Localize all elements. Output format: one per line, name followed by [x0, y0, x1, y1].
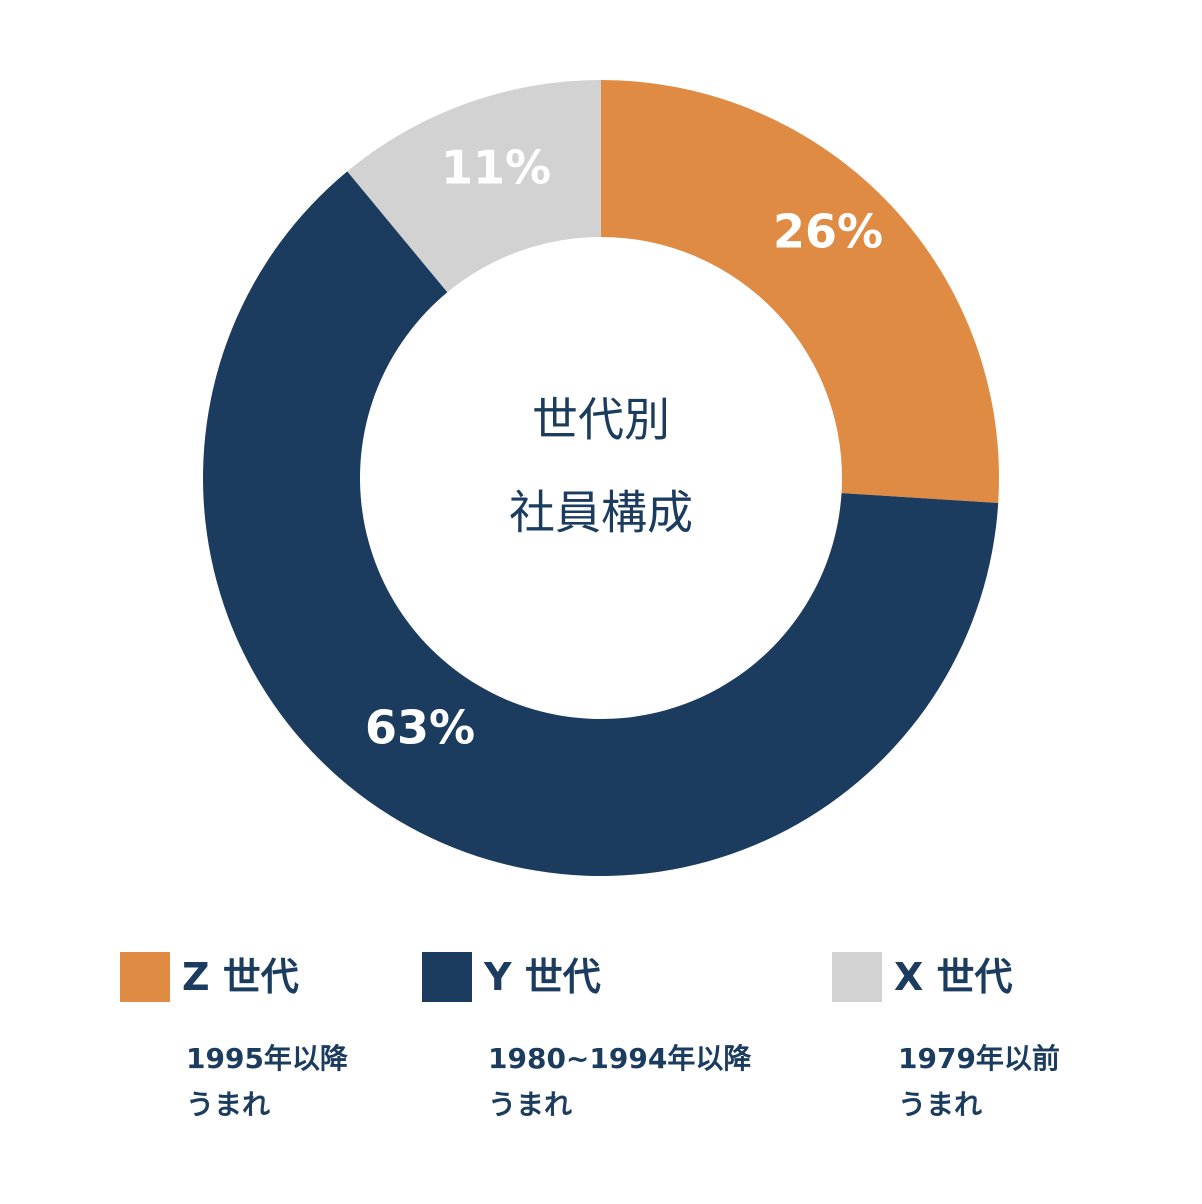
- legend-swatch-y: [422, 952, 472, 1002]
- donut-slice-y: [203, 171, 999, 877]
- legend-swatch-z: [120, 952, 170, 1002]
- legend-desc-z-line-2: うまれ: [186, 1088, 271, 1121]
- center-title-line-2: 社員構成: [509, 486, 693, 540]
- donut-slice-x: [347, 80, 601, 293]
- legend-desc-z: 1995年以降 うまれ: [186, 1036, 348, 1128]
- slice-label-x: 11%: [441, 141, 551, 195]
- donut-slice-z: [601, 80, 999, 503]
- slice-labels: 26% 63% 11%: [365, 141, 883, 755]
- legend-desc-y-line-2: うまれ: [488, 1088, 573, 1121]
- legend-name-z: Z 世代: [182, 955, 299, 999]
- slice-label-y: 63%: [365, 701, 475, 755]
- center-title: 世代別 社員構成: [509, 393, 693, 540]
- legend-desc-y-line-1: 1980~1994年以降: [488, 1042, 752, 1075]
- legend-swatch-x: [832, 952, 882, 1002]
- legend-desc-z-line-1: 1995年以降: [186, 1042, 348, 1075]
- center-title-line-1: 世代別: [532, 393, 670, 447]
- slice-label-z: 26%: [773, 205, 883, 259]
- donut-slices: [203, 80, 999, 877]
- legend-desc-x-line-2: うまれ: [898, 1088, 983, 1121]
- legend-name-x: X 世代: [894, 955, 1013, 999]
- legend-name-y: Y 世代: [484, 955, 601, 999]
- legend-desc-x: 1979年以前 うまれ: [898, 1036, 1060, 1128]
- legend-desc-y: 1980~1994年以降 うまれ: [488, 1036, 751, 1128]
- legend-desc-x-line-1: 1979年以前: [898, 1042, 1060, 1075]
